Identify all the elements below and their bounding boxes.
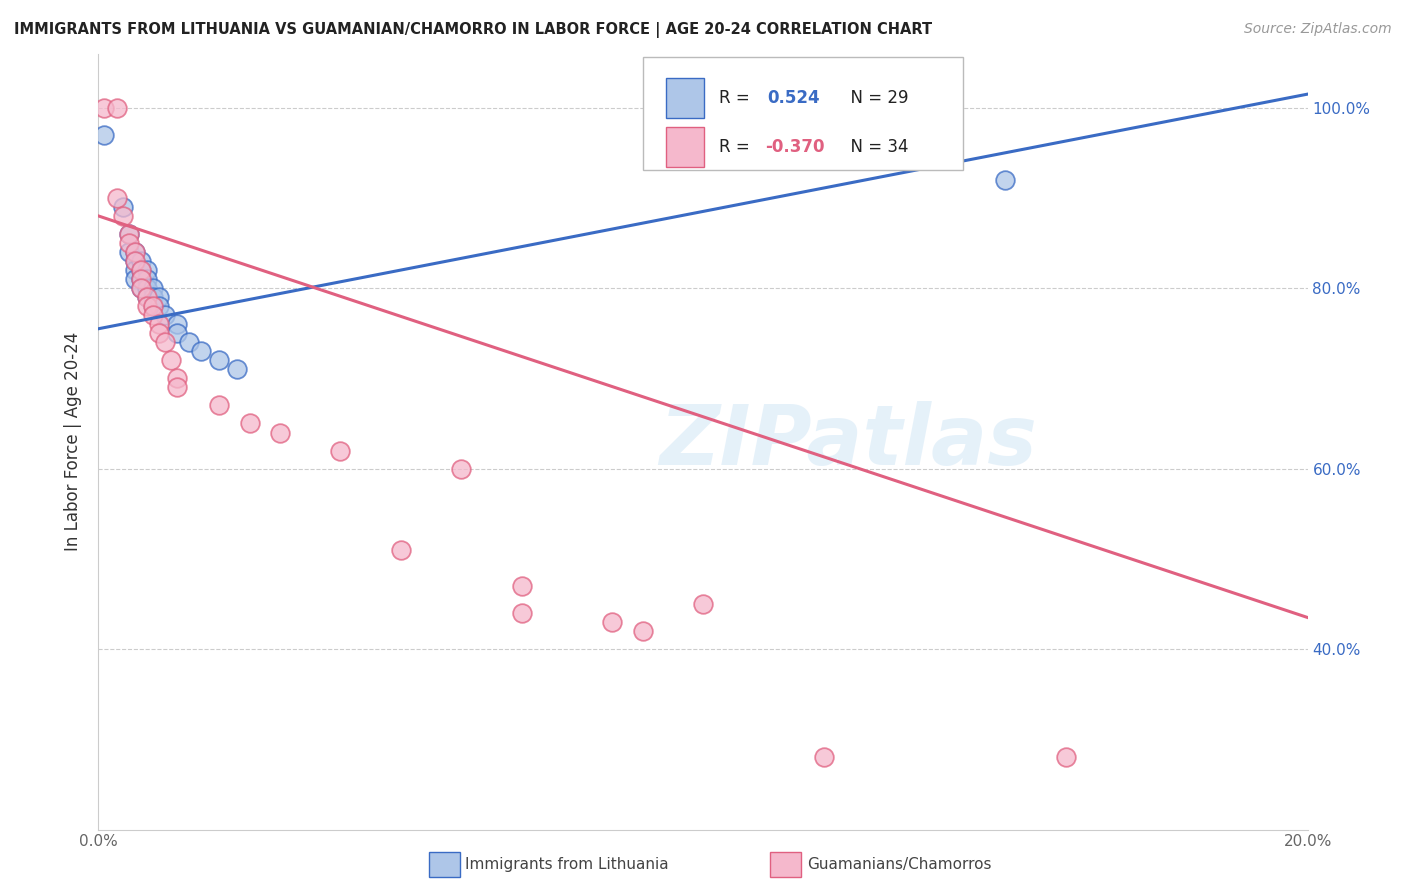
Point — [135, 263, 157, 277]
Point — [129, 254, 152, 268]
Point — [510, 579, 533, 593]
Point — [153, 335, 176, 350]
Point — [124, 245, 146, 260]
Point — [111, 200, 134, 214]
Point — [93, 128, 115, 142]
Point — [166, 326, 188, 341]
Point — [329, 443, 352, 458]
Point — [813, 750, 835, 764]
Point — [118, 245, 141, 260]
Point — [93, 101, 115, 115]
Text: N = 29: N = 29 — [839, 89, 908, 107]
Point — [124, 263, 146, 277]
Point — [1054, 750, 1077, 764]
Point — [389, 542, 412, 557]
Y-axis label: In Labor Force | Age 20-24: In Labor Force | Age 20-24 — [65, 332, 83, 551]
Point — [166, 371, 188, 385]
Point — [124, 272, 146, 286]
Point — [208, 353, 231, 368]
Point — [118, 227, 141, 241]
Point — [510, 606, 533, 620]
Text: R =: R = — [718, 138, 755, 156]
Point — [142, 299, 165, 313]
Point — [142, 299, 165, 313]
Point — [179, 335, 201, 350]
Point — [129, 263, 152, 277]
Point — [124, 254, 146, 268]
Point — [631, 624, 654, 638]
Point — [129, 281, 152, 295]
Point — [129, 272, 152, 286]
Point — [129, 272, 152, 286]
Point — [135, 299, 157, 313]
FancyBboxPatch shape — [643, 57, 963, 170]
Point — [135, 281, 157, 295]
Point — [105, 101, 128, 115]
Point — [142, 281, 165, 295]
Text: N = 34: N = 34 — [839, 138, 908, 156]
Point — [111, 209, 134, 223]
Point — [208, 399, 231, 413]
Text: 0.524: 0.524 — [768, 89, 820, 107]
Bar — [665, 78, 704, 118]
Point — [153, 308, 176, 322]
Point — [994, 173, 1017, 187]
Point — [602, 615, 624, 629]
Point — [450, 461, 472, 475]
Text: -0.370: -0.370 — [765, 138, 824, 156]
Text: Source: ZipAtlas.com: Source: ZipAtlas.com — [1244, 22, 1392, 37]
Bar — [770, 852, 801, 877]
Point — [129, 281, 152, 295]
Point — [226, 362, 249, 376]
Point — [269, 425, 291, 440]
Point — [142, 290, 165, 304]
Point — [129, 263, 152, 277]
Point — [142, 308, 165, 322]
Point — [239, 417, 262, 431]
Text: R =: R = — [718, 89, 755, 107]
Text: ZIPatlas: ZIPatlas — [659, 401, 1038, 482]
Point — [124, 245, 146, 260]
Point — [148, 317, 170, 331]
Point — [692, 597, 714, 611]
Point — [166, 380, 188, 394]
Point — [148, 299, 170, 313]
Point — [160, 353, 183, 368]
Bar — [429, 852, 460, 877]
Point — [105, 191, 128, 205]
Point — [124, 254, 146, 268]
Point — [135, 272, 157, 286]
Point — [148, 326, 170, 341]
Text: Guamanians/Chamorros: Guamanians/Chamorros — [807, 857, 991, 871]
Point — [135, 290, 157, 304]
Point — [166, 317, 188, 331]
Bar — [665, 127, 704, 168]
Point — [148, 290, 170, 304]
Text: IMMIGRANTS FROM LITHUANIA VS GUAMANIAN/CHAMORRO IN LABOR FORCE | AGE 20-24 CORRE: IMMIGRANTS FROM LITHUANIA VS GUAMANIAN/C… — [14, 22, 932, 38]
Point — [118, 227, 141, 241]
Point — [135, 290, 157, 304]
Point — [190, 344, 212, 359]
Text: Immigrants from Lithuania: Immigrants from Lithuania — [465, 857, 669, 871]
Point — [118, 235, 141, 250]
